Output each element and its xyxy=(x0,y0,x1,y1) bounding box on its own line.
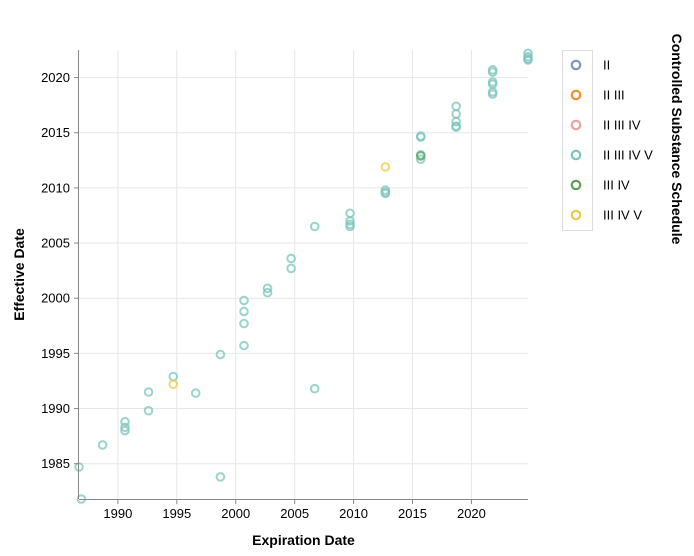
data-point xyxy=(286,253,296,264)
legend-label: II III IV V xyxy=(603,148,653,163)
data-point xyxy=(309,221,320,232)
y-tick-label: 1985 xyxy=(41,456,70,471)
legend-marker xyxy=(570,119,582,131)
data-point xyxy=(239,318,249,329)
data-point xyxy=(487,67,498,77)
data-point xyxy=(215,472,226,482)
data-point xyxy=(487,89,498,99)
data-point xyxy=(451,122,461,133)
data-point xyxy=(262,283,273,294)
data-point xyxy=(345,208,355,219)
legend-marker xyxy=(570,89,582,101)
data-point xyxy=(345,216,355,226)
plot-area xyxy=(74,48,533,504)
data-point xyxy=(415,154,426,165)
x-tick-label: 2015 xyxy=(398,506,427,521)
data-point xyxy=(380,162,391,172)
legend-marker xyxy=(570,149,582,161)
data-point xyxy=(168,379,179,390)
y-tick-label: 2010 xyxy=(41,180,70,195)
data-point xyxy=(239,295,249,306)
y-tick-label: 2005 xyxy=(41,236,70,251)
y-axis-title: Effective Date xyxy=(11,228,27,321)
data-point xyxy=(143,387,154,397)
data-point xyxy=(451,109,461,119)
x-tick-label: 2020 xyxy=(457,506,486,521)
legend-label: II III IV xyxy=(603,118,641,133)
legend: II II III II III IV II III IV V III IV III IV… xyxy=(562,34,685,245)
legend-marker xyxy=(570,209,582,221)
x-tick-label: 1995 xyxy=(162,506,191,521)
legend-marker xyxy=(570,59,582,71)
legend-label: II III xyxy=(603,88,625,103)
data-point xyxy=(120,416,130,427)
legend-title: Controlled Substance Schedule xyxy=(669,34,685,245)
data-point xyxy=(415,151,426,161)
data-point xyxy=(143,405,154,416)
x-tick-label: 2010 xyxy=(339,506,368,521)
data-point xyxy=(415,132,426,142)
y-tick-label: 2000 xyxy=(41,291,70,306)
y-tick-label: 1995 xyxy=(41,346,70,361)
data-point xyxy=(120,425,130,436)
x-tick-label: 1990 xyxy=(103,506,132,521)
data-point xyxy=(168,371,179,382)
legend-box xyxy=(562,50,593,231)
data-point xyxy=(309,383,320,394)
y-tick-label: 1990 xyxy=(41,401,70,416)
y-tick-label: 2015 xyxy=(41,125,70,140)
grid xyxy=(79,50,528,499)
data-point xyxy=(97,440,108,450)
legend-items: II II III II III IV II III IV V III IV III IV… xyxy=(570,58,653,223)
data-point xyxy=(190,388,201,398)
data-point xyxy=(451,101,461,112)
x-tick-label: 2005 xyxy=(280,506,309,521)
x-axis-title: Expiration Date xyxy=(252,532,355,548)
legend-marker xyxy=(570,179,582,191)
x-tick-label: 2000 xyxy=(221,506,250,521)
legend-label: III IV xyxy=(603,178,630,193)
data-point xyxy=(286,263,296,274)
legend-label: III IV V xyxy=(603,208,642,223)
legend-label: II xyxy=(603,58,610,73)
data-point xyxy=(451,116,461,127)
data-point xyxy=(239,340,249,351)
data-point xyxy=(215,349,226,360)
data-point xyxy=(380,188,391,199)
data-point xyxy=(523,55,533,65)
data-point xyxy=(120,422,130,433)
data-point xyxy=(262,287,273,298)
data-point xyxy=(239,306,249,317)
axes: 1990 1995 2000 2005 2010 2015 2020 1985 1990 1995… xyxy=(41,50,528,521)
y-tick-label: 2020 xyxy=(41,70,70,85)
data-point xyxy=(345,221,355,232)
